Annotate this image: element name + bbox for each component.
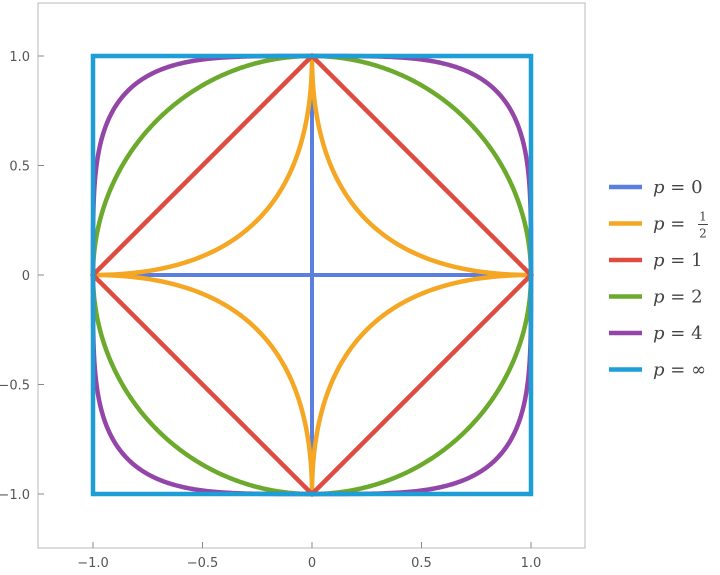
legend-label-4: p = 4 [653,323,703,344]
legend-label-1: p = [653,214,685,235]
x-tick-label: 0 [308,556,316,571]
legend-frac-numerator: 1 [699,210,707,224]
series-curve-1 [93,56,531,494]
y-tick-label: −1.0 [0,488,30,503]
legend-label-5: p = ∞ [653,360,706,381]
y-tick-label: −0.5 [0,379,30,394]
series-curve-5 [90,53,534,497]
x-tick-label: −1.0 [77,556,109,571]
y-tick-label: 0.5 [9,160,30,175]
curves-layer [89,52,535,498]
x-tick-label: 0.5 [411,556,432,571]
x-axis: −1.0 −0.5 0 0.5 1.0 [77,542,541,571]
series-curve-0 [93,56,531,494]
y-tick-label: 1.0 [9,50,30,65]
legend-label-3: p = 2 [653,287,703,308]
x-tick-label: 1.0 [521,556,542,571]
legend-label-0: p = 0 [653,177,703,198]
legend-frac-denominator: 2 [699,227,707,241]
y-axis: −1.0 −0.5 0 0.5 1.0 [0,50,44,503]
legend: p = 0 p = 1 2 p = 1 p = 2 p = 4 p = ∞ [609,177,708,381]
y-tick-label: 0 [22,269,30,284]
x-tick-label: −0.5 [187,556,219,571]
legend-label-2: p = 1 [653,250,703,271]
